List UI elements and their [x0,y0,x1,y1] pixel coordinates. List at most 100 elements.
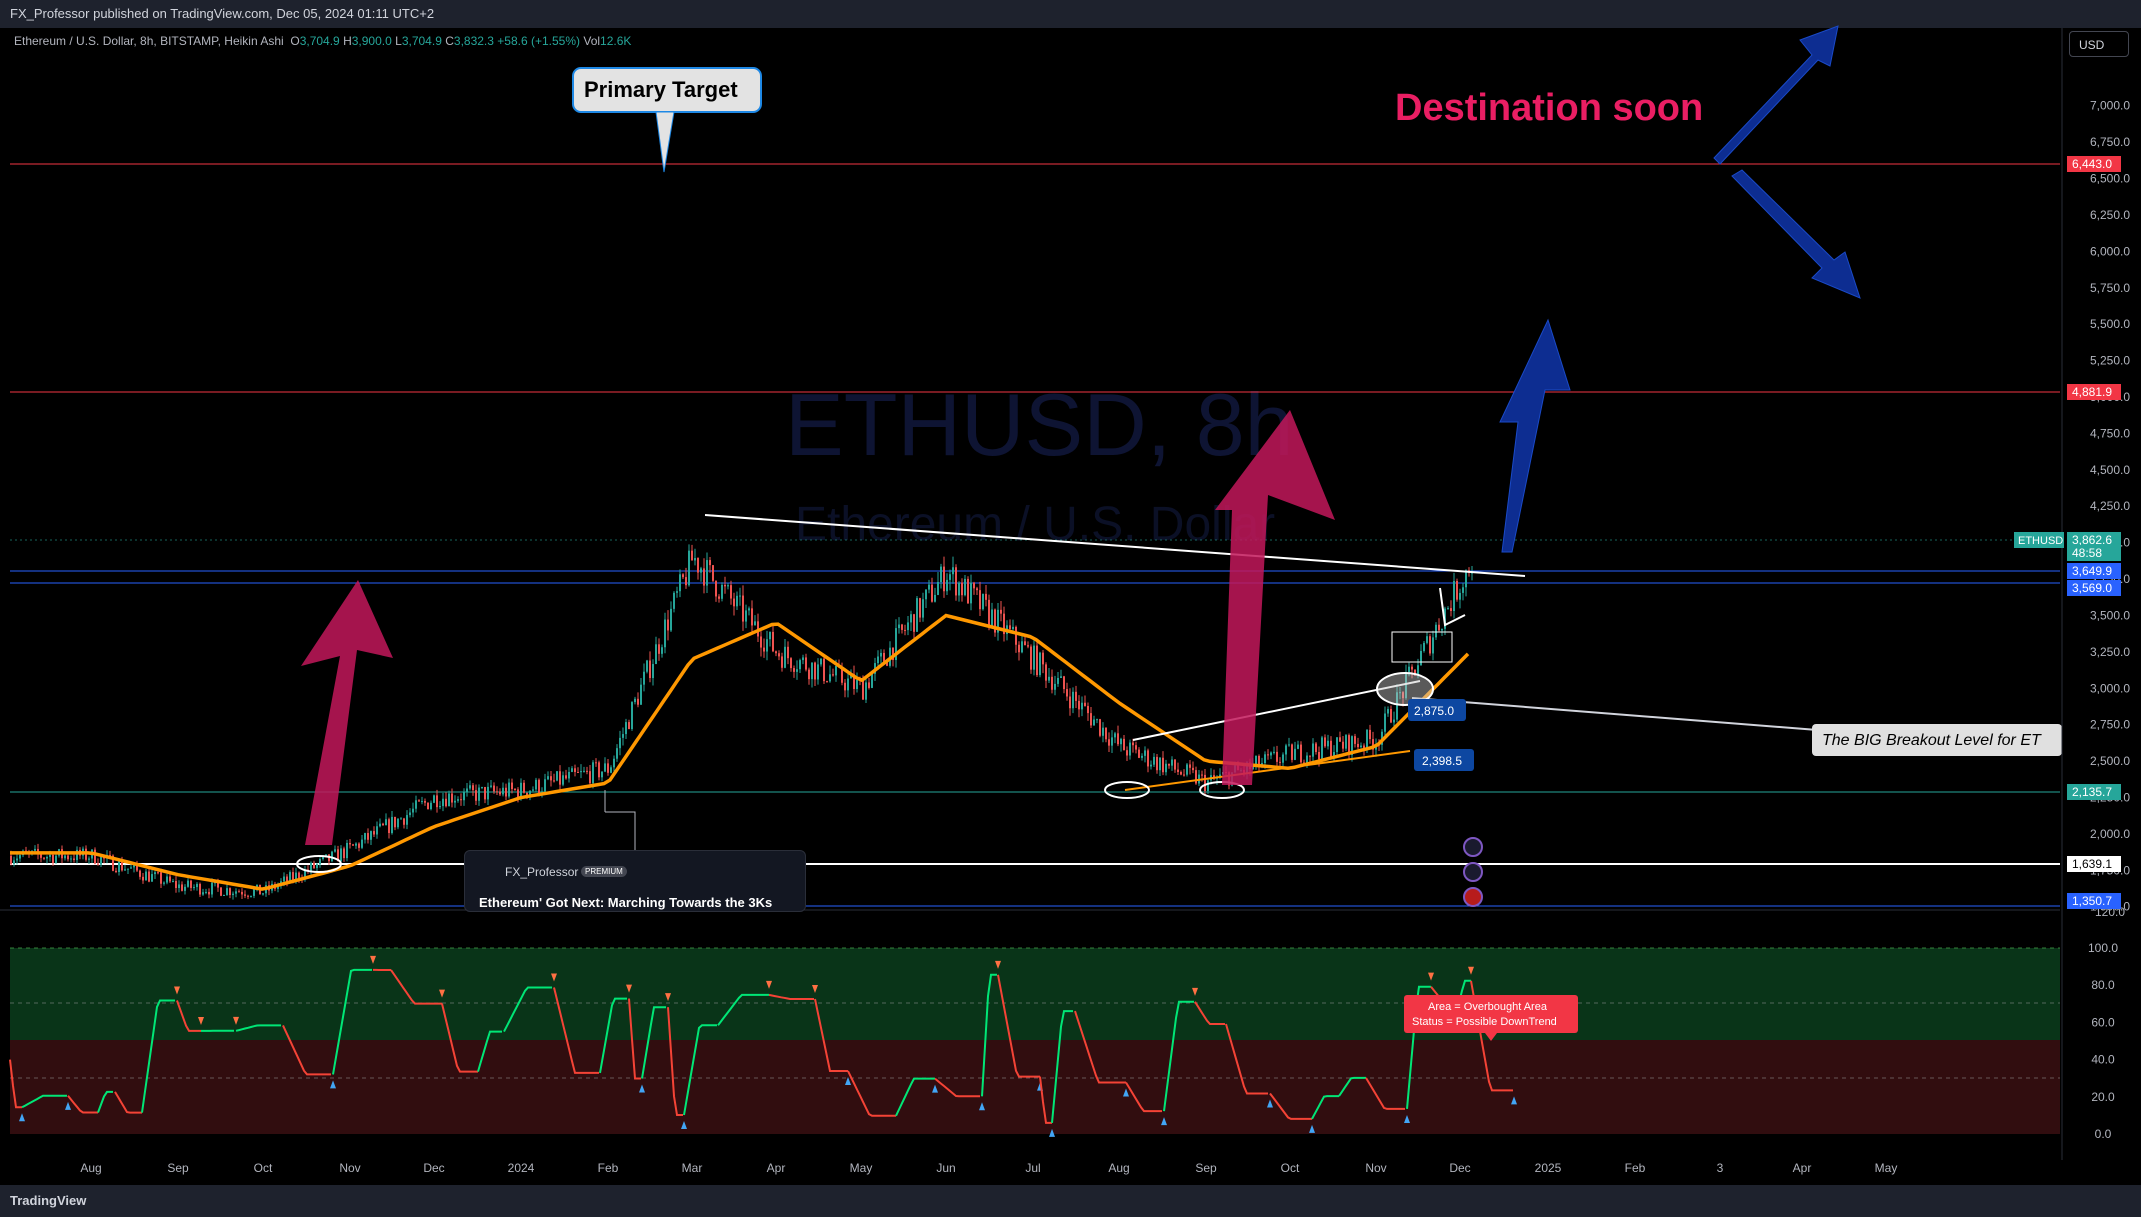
candle-body [865,682,867,700]
candle-body [181,884,183,891]
candle-body [943,566,945,592]
candle-body [748,608,750,611]
osc-signal-arrow [766,980,772,989]
candle-body [1135,745,1137,750]
candle-body [412,808,414,813]
candle-body [841,666,843,683]
candle-body [1318,751,1320,760]
currency-button[interactable]: USD [2069,31,2129,57]
price-tick-label: 4,250.0 [2090,499,2130,513]
event-icon-3[interactable] [1463,887,1483,907]
candle-body [442,798,444,807]
candle-body [220,887,222,896]
candle-body [349,842,351,845]
candle-body [391,816,393,834]
time-axis[interactable]: Aug Sep Oct Nov Dec 2024 Feb Mar Apr May Jun Jul Aug… [80,1161,1897,1175]
candle-body [151,874,153,882]
candle-body [1075,691,1077,701]
osc-segment [981,973,997,1097]
primary-target-text: Primary Target [584,77,738,102]
candle-body [1450,608,1452,611]
event-icon-2[interactable] [1463,862,1483,882]
candle-body [1453,580,1455,611]
candle-body [655,644,657,665]
candle-body [1054,683,1056,690]
candle-body [202,892,204,895]
overbought-label: Area = Overbought Area Status = Possible… [1404,995,1578,1041]
candle-body [361,839,363,848]
candle-body [34,848,36,851]
candle-body [1273,751,1275,753]
candle-body [991,609,993,626]
legend-open-label: O [290,34,300,48]
idea-title[interactable]: Ethereum' Got Next: Marching Towards the… [479,895,773,910]
candle-body [1279,761,1281,763]
candle-body [700,568,702,573]
symbol-tag: ETHUSD [2014,532,2064,548]
candle-body [64,855,66,859]
candle-body [883,652,885,662]
candle-body [235,891,237,894]
candle-body [136,864,138,871]
candle-body [1168,763,1170,766]
candle-body [706,560,708,586]
candle-body [1441,628,1443,631]
osc-segment [176,1000,201,1032]
candle-body [1366,729,1368,749]
candle-body [1264,754,1266,764]
osc-oversold-zone [10,1040,2060,1134]
candle-body [910,614,912,623]
legend-symbol: Ethereum / U.S. Dollar, 8h, BITSTAMP, He… [14,34,284,48]
candle-body [1120,738,1122,745]
candle-body [820,658,822,665]
candle-body [880,652,882,657]
tag-2875-text: 2,875.0 [1414,704,1454,718]
osc-segment [1074,1010,1126,1084]
candle-body [247,895,249,897]
candle-body [1003,613,1005,635]
candle-body [559,771,561,785]
price-tick-label: 2,500.0 [2090,754,2130,768]
candle-body [733,598,735,607]
tradingview-logo[interactable]: TradingView [10,1193,87,1208]
candle-body [322,856,324,860]
time-tick-label: Feb [598,1161,619,1175]
osc-signal-arrow [812,985,818,994]
osc-segment [141,999,175,1113]
candle-body [424,801,426,803]
candle-body [340,848,342,862]
price-badge-text: 4,881.9 [2072,385,2112,399]
candle-body [517,789,519,799]
watermark-line2: Ethereum / U.S. Dollar [795,498,1275,551]
time-tick-label: Dec [1449,1161,1470,1175]
publisher-text: FX_Professor published on TradingView.co… [10,6,435,21]
candle-body [850,674,852,679]
candle-body [718,596,720,599]
osc-segment [1039,1076,1052,1124]
candle-body [400,818,402,820]
candle-body [121,861,123,871]
candle-body [790,658,792,669]
idea-author[interactable]: FX_Professor [505,865,579,879]
candle-body [484,787,486,800]
pullback-arrow [1439,587,1466,627]
time-tick-label: Nov [339,1161,360,1175]
osc-segment [390,969,442,1005]
candle-body [958,582,960,596]
candle-body [694,558,696,561]
candle-body [1333,752,1335,758]
candle-body [613,758,615,768]
candle-body [520,782,522,799]
candle-body [511,782,513,790]
event-icon-1[interactable] [1463,837,1483,857]
candle-body [1255,755,1257,765]
candle-body [355,843,357,846]
price-badge: 1,350.7 [2067,893,2121,909]
candle-body [178,884,180,889]
candle-body [526,792,528,796]
idea-card[interactable]: FX_Professor PREMIUM Ethereum' Got Next:… [464,850,806,912]
candle-body [100,856,102,865]
osc-signal-arrow [979,1102,985,1111]
projection-arrow-top [1713,25,1839,165]
